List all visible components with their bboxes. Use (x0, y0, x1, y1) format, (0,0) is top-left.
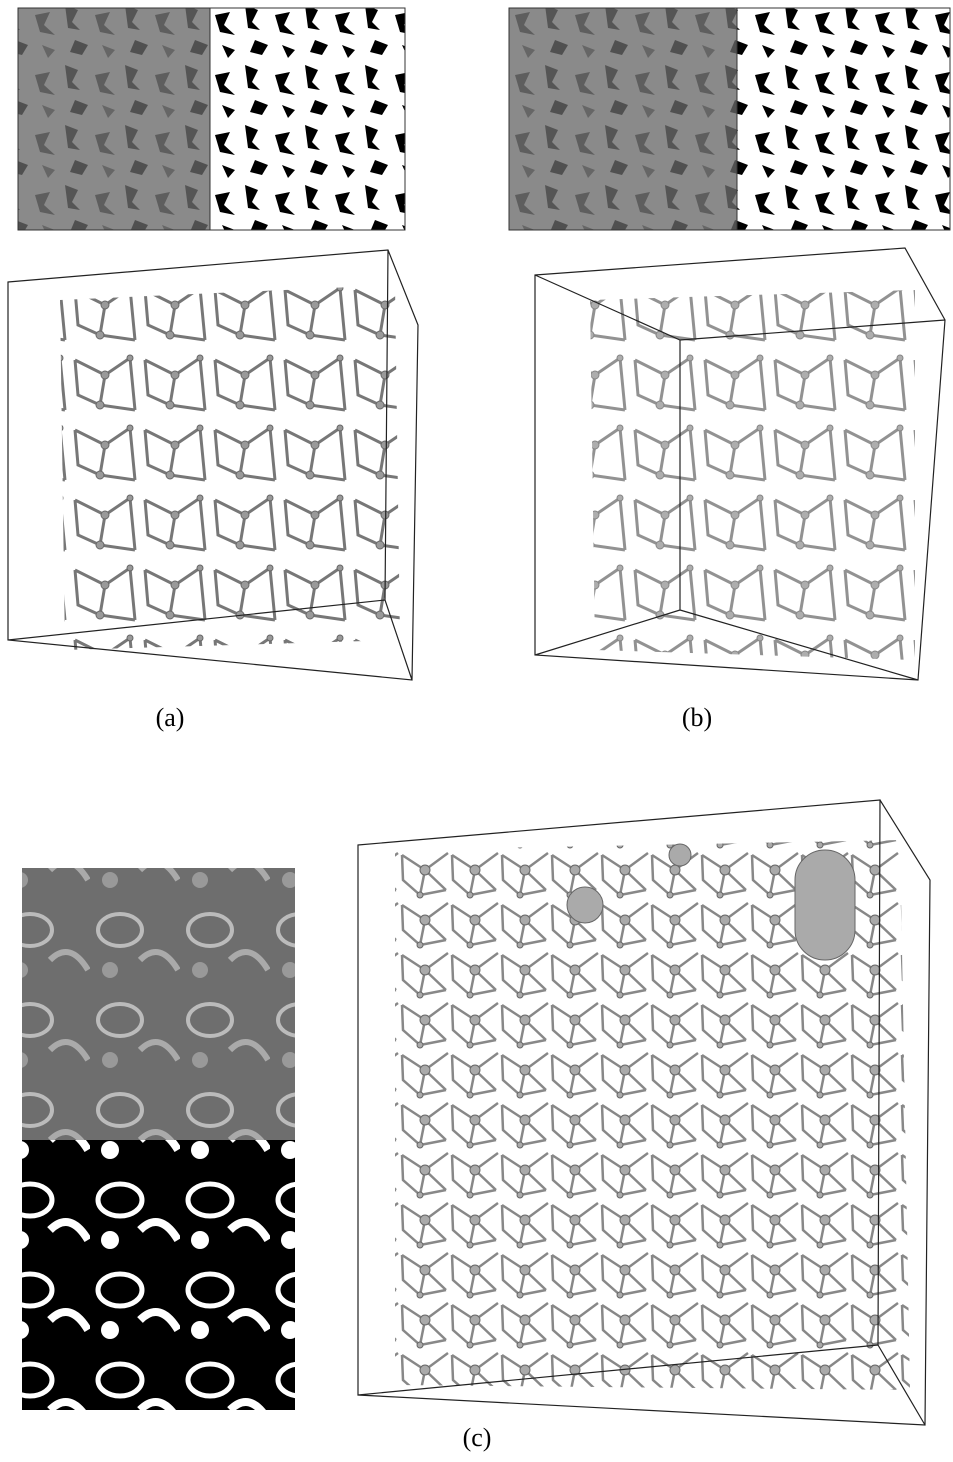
panel-label: (a) (156, 703, 185, 732)
panel-label: (c) (463, 1423, 492, 1452)
binary-image (22, 1140, 295, 1410)
micrograph (22, 868, 295, 1140)
micrograph (18, 8, 210, 230)
figure: (a) (b) (c) (0, 0, 953, 1462)
binary-image (737, 8, 950, 230)
page: (a) (b) (c) (() => { const data = JSON.p… (0, 0, 953, 1462)
pore-network (358, 800, 930, 1425)
pore-network (535, 248, 945, 680)
pore-network (8, 250, 418, 680)
binary-image (210, 8, 405, 230)
panel-label: (b) (682, 703, 712, 732)
micrograph (509, 8, 737, 230)
